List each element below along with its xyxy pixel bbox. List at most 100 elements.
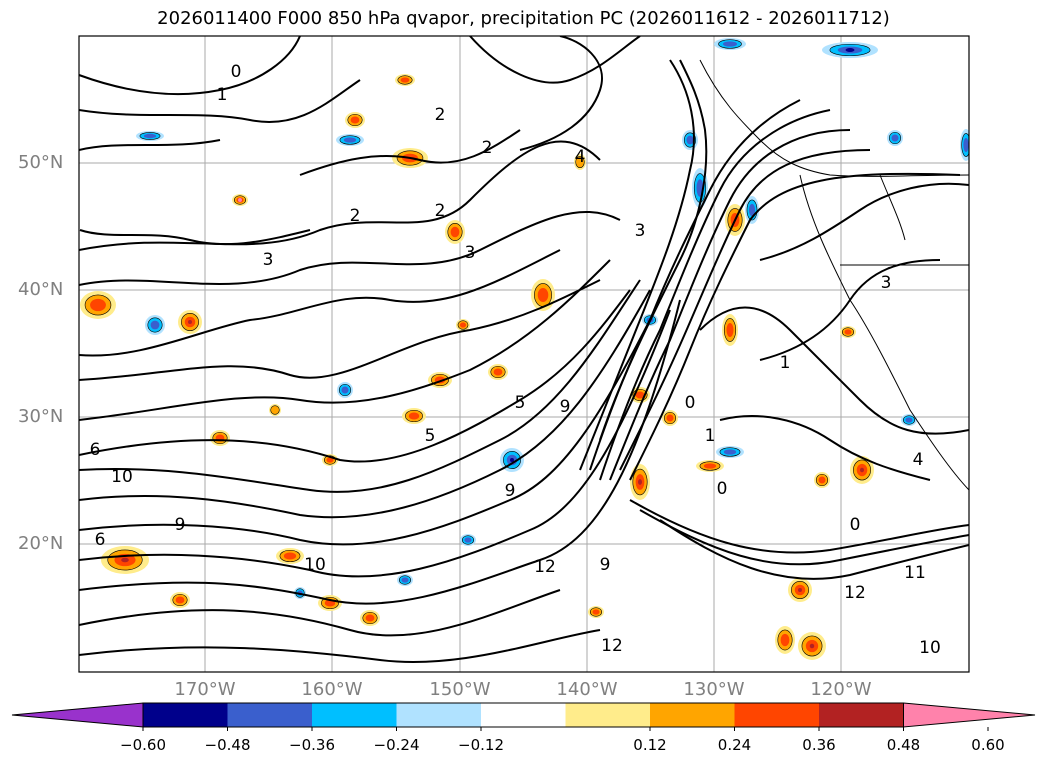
precip-positive-cell <box>635 391 645 399</box>
colorbar-segment <box>312 703 397 727</box>
vapor-contour <box>79 36 301 95</box>
vapor-contour <box>299 129 521 176</box>
vapor-contour <box>79 299 681 605</box>
vapor-contour <box>79 249 561 357</box>
precip-negative-cell <box>722 41 738 47</box>
vapor-contour <box>629 172 961 481</box>
contour-label: 9 <box>505 481 516 501</box>
contour-label: 2 <box>435 201 446 221</box>
precip-positive-cell <box>175 596 185 604</box>
vapor-contour <box>79 139 221 151</box>
precip-negative-cell <box>343 137 357 143</box>
contour-label: 10 <box>919 638 941 658</box>
vapor-contour <box>79 279 641 493</box>
vapor-contour <box>619 149 871 471</box>
contour-label: 0 <box>850 515 861 535</box>
precip-positive-cell <box>459 322 467 328</box>
precip-negative-cell <box>401 577 409 583</box>
precip-negative-cell <box>963 137 969 153</box>
precip-negative-cell <box>150 320 160 330</box>
latitude-label: 50°N <box>18 152 64 173</box>
precip-positive-cell <box>493 368 503 376</box>
precip-positive-cell <box>638 479 642 485</box>
contour-label: 9 <box>175 515 186 535</box>
vapor-contour <box>599 109 831 481</box>
precip-positive-cell <box>350 116 360 124</box>
contour-label: 1 <box>705 426 716 446</box>
vapor-contour <box>79 79 361 123</box>
contour-label: 5 <box>425 426 436 446</box>
precip-negative-cell <box>891 134 899 142</box>
vapor-contour <box>79 289 631 463</box>
precip-negative-cell <box>905 417 913 423</box>
colorbar-tick-label: 0.12 <box>633 736 667 754</box>
vapor-contour <box>79 229 311 246</box>
contour-label: 10 <box>111 467 133 487</box>
colorbar-tick-label: −0.60 <box>120 736 166 754</box>
vapor-contour <box>759 182 969 261</box>
colorbar-tick-label: 0.24 <box>717 736 752 754</box>
contour-label: 12 <box>844 583 866 603</box>
contour-label: 0 <box>231 62 242 82</box>
longitude-label: 150°W <box>429 679 491 700</box>
precip-positive-cell <box>575 155 585 169</box>
vapor-contour <box>699 306 969 435</box>
contour-label: 4 <box>575 147 586 167</box>
vapor-contour <box>639 509 969 566</box>
precip-negative-cell <box>686 135 694 145</box>
precip-positive-cell <box>400 77 410 83</box>
vapor-contour <box>79 211 621 286</box>
precip-positive-cell <box>726 322 734 338</box>
vapor-contour <box>659 519 969 580</box>
coastline-segment <box>879 174 906 241</box>
vapor-contour <box>519 36 603 151</box>
precip-positive-cell <box>537 287 549 303</box>
latitude-label: 40°N <box>18 279 64 300</box>
colorbar-tick-label: −0.12 <box>458 736 504 754</box>
colorbar-tick-label: −0.48 <box>204 736 251 754</box>
longitude-label: 130°W <box>683 679 745 700</box>
colorbar-tick-label: 0.36 <box>802 736 836 754</box>
contour-label: 3 <box>465 243 476 263</box>
map-frame <box>78 35 970 673</box>
precip-positive-cell <box>592 609 600 615</box>
vapor-contour <box>79 299 661 546</box>
vapor-contour <box>79 309 671 578</box>
precip-positive-cell <box>809 643 815 649</box>
precip-negative-cell <box>845 48 855 52</box>
precip-positive-cell <box>365 614 375 622</box>
precip-positive-cell <box>450 226 460 238</box>
colorbar-segment <box>650 703 735 727</box>
vapor-contour <box>79 279 601 381</box>
colorbar-tick-label: −0.24 <box>373 736 420 754</box>
gridlines <box>79 36 969 672</box>
contour-label: 4 <box>913 450 924 470</box>
vapor-contour <box>79 289 651 519</box>
colorbar-segment <box>481 703 566 727</box>
contour-label: 6 <box>90 440 101 460</box>
longitude-label: 160°W <box>301 679 363 700</box>
precip-positive-cell <box>270 405 280 415</box>
contour-label: 2 <box>350 206 361 226</box>
colorbar-segment <box>565 703 650 727</box>
precip-positive-cell <box>283 552 297 560</box>
colorbar <box>11 702 1036 731</box>
contour-label: 0 <box>717 479 728 499</box>
colorbar-segment <box>396 703 481 727</box>
contour-label: 2 <box>435 105 446 125</box>
vapor-contour <box>719 415 931 481</box>
contour-label: 3 <box>881 273 892 293</box>
precip-positive-cell <box>844 329 852 335</box>
contour-label: 3 <box>263 250 274 270</box>
precip-positive-cell <box>818 476 826 484</box>
colorbar-tick-label: −0.36 <box>289 736 335 754</box>
contour-label: 0 <box>685 393 696 413</box>
colorbar-segment <box>143 703 228 727</box>
precip-positive-cell <box>408 412 420 420</box>
latitude-label: 20°N <box>18 533 64 554</box>
precip-positive-cell <box>326 457 334 463</box>
precip-positive-cell <box>703 463 717 469</box>
vapor-contour <box>79 259 611 421</box>
precip-positive-cell <box>121 557 129 563</box>
